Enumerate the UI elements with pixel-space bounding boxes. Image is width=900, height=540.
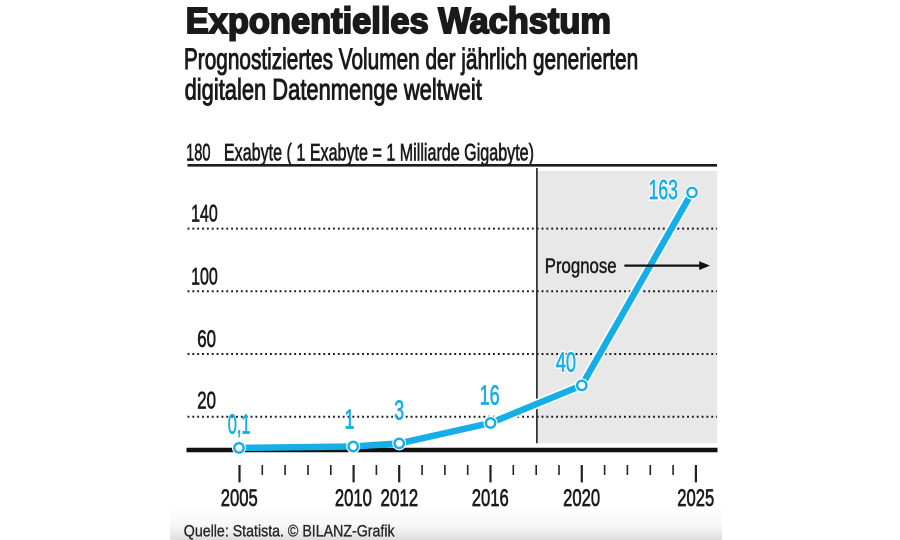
svg-text:digitalen Datenmenge weltweit: digitalen Datenmenge weltweit (185, 72, 483, 106)
svg-text:163: 163 (649, 174, 678, 205)
svg-text:Prognose: Prognose (545, 255, 617, 278)
svg-text:Quelle: Statista. © BILANZ-Gra: Quelle: Statista. © BILANZ-Grafik (184, 522, 395, 540)
svg-text:Exponentielles Wachstum: Exponentielles Wachstum (186, 0, 611, 41)
svg-text:180: 180 (186, 140, 210, 167)
svg-text:2010: 2010 (335, 485, 372, 512)
svg-text:2012: 2012 (381, 485, 419, 512)
svg-text:16: 16 (480, 380, 500, 411)
svg-text:2020: 2020 (563, 485, 600, 512)
svg-text:140: 140 (191, 200, 218, 227)
svg-text:2025: 2025 (677, 485, 714, 512)
svg-text:60: 60 (197, 326, 216, 353)
svg-text:20: 20 (197, 387, 216, 414)
svg-text:2016: 2016 (472, 485, 509, 512)
svg-text:40: 40 (556, 347, 576, 378)
svg-text:Prognostiziertes Volumen der j: Prognostiziertes Volumen der jährlich ge… (184, 43, 638, 76)
svg-text:Exabyte ( 1 Exabyte = 1 Millia: Exabyte ( 1 Exabyte = 1 Milliarde Gigaby… (224, 139, 534, 166)
svg-text:1: 1 (345, 404, 355, 435)
svg-text:40: 40 (556, 347, 576, 378)
svg-text:100: 100 (191, 263, 218, 290)
svg-text:0,1: 0,1 (228, 409, 251, 439)
svg-text:3: 3 (394, 395, 404, 426)
svg-text:2005: 2005 (221, 485, 258, 512)
svg-text:163: 163 (649, 174, 678, 205)
